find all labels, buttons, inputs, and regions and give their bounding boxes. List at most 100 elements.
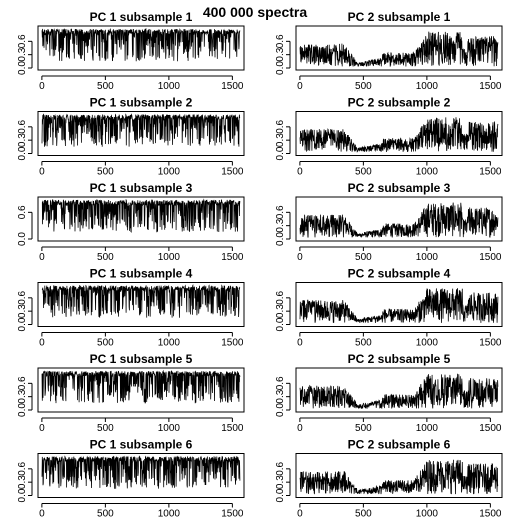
plot-frame: [295, 25, 503, 71]
panel-title: PC 2 subsample 1: [348, 10, 451, 24]
x-tick-label: 500: [355, 423, 372, 434]
y-tick-label: 0.3: [275, 218, 286, 232]
panel-title: PC 2 subsample 6: [348, 438, 451, 452]
y-tick-label: 0.6: [275, 461, 286, 475]
y-tick-label: 0.0: [17, 403, 28, 417]
panel-title: PC 1 subsample 4: [90, 267, 193, 281]
panel-title: PC 2 subsample 2: [348, 96, 451, 110]
x-tick-label: 1000: [158, 423, 181, 434]
y-tick-label: 0.6: [17, 205, 28, 219]
plot-frame: [37, 25, 245, 71]
x-tick-label: 1500: [479, 81, 502, 92]
y-tick-label: 0.3: [17, 475, 28, 489]
x-tick-label: 500: [355, 509, 372, 520]
y-tick-label: 0.3: [275, 304, 286, 318]
y-tick-label: 0.0: [275, 488, 286, 502]
y-tick-label: 0.3: [17, 389, 28, 403]
x-tick-label: 1000: [158, 338, 181, 349]
panel-1: PC 1 subsample 1 0 500 1000 1500 0.00.30.6: [17, 10, 245, 92]
y-tick-label: 0.6: [17, 461, 28, 475]
y-tick-label: 0.3: [275, 133, 286, 147]
series-line: [299, 373, 499, 410]
panel-10: PC 2 subsample 5 0 500 1000 1500 0.00.30.6: [275, 352, 503, 434]
x-tick-label: 1500: [479, 252, 502, 263]
plot-frame: [37, 196, 245, 242]
series-line: [41, 369, 241, 404]
x-tick-label: 0: [39, 423, 45, 434]
x-tick-label: 1500: [221, 81, 244, 92]
y-tick-label: 0.3: [275, 389, 286, 403]
x-tick-label: 0: [39, 167, 45, 178]
y-tick-label: 0.6: [17, 119, 28, 133]
x-tick-label: 1500: [221, 423, 244, 434]
x-tick-label: 500: [355, 167, 372, 178]
x-tick-label: 500: [97, 167, 114, 178]
x-tick-label: 500: [97, 423, 114, 434]
panel-7: PC 1 subsample 4 0 500 1000 1500 0.00.30.6: [17, 267, 245, 349]
x-tick-label: 0: [297, 509, 303, 520]
panel-9: PC 1 subsample 5 0 500 1000 1500 0.00.30.6: [17, 352, 245, 434]
y-tick-label: 0.0: [275, 61, 286, 75]
x-tick-label: 500: [355, 252, 372, 263]
panel-title: PC 1 subsample 6: [90, 438, 193, 452]
y-tick-label: 0.6: [275, 205, 286, 219]
y-tick-label: 0.3: [275, 47, 286, 61]
y-tick-label: 0.6: [275, 290, 286, 304]
series-line: [41, 113, 241, 147]
panel-11: PC 1 subsample 6 0 500 1000 1500 0.00.30.6: [17, 438, 245, 520]
x-tick-label: 0: [297, 167, 303, 178]
y-tick-label: 0.0: [275, 232, 286, 246]
x-tick-label: 1500: [221, 338, 244, 349]
x-tick-label: 0: [297, 252, 303, 263]
panel-title: PC 1 subsample 5: [90, 352, 193, 366]
x-tick-label: 1000: [416, 81, 439, 92]
series-line: [41, 283, 241, 318]
plot-frame: [295, 367, 503, 413]
y-tick-label: 0.0: [17, 232, 28, 246]
panel-8: PC 2 subsample 4 0 500 1000 1500 0.00.30.6: [275, 267, 503, 349]
y-tick-label: 0.3: [275, 475, 286, 489]
series-line: [41, 27, 241, 62]
panel-title: PC 2 subsample 4: [348, 267, 451, 281]
y-tick-label: 0.3: [17, 133, 28, 147]
panel-4: PC 2 subsample 2 0 500 1000 1500 0.00.30.6: [275, 96, 503, 178]
series-line: [299, 288, 499, 324]
y-tick-label: 0.0: [275, 317, 286, 331]
plot-frame: [37, 367, 245, 413]
x-tick-label: 500: [97, 338, 114, 349]
x-tick-label: 0: [297, 423, 303, 434]
series-line: [41, 455, 241, 489]
panel-title: PC 2 subsample 3: [348, 181, 451, 195]
x-tick-label: 1500: [479, 338, 502, 349]
x-tick-label: 1000: [158, 509, 181, 520]
panel-3: PC 1 subsample 2 0 500 1000 1500 0.00.30.6: [17, 96, 245, 178]
y-tick-label: 0.3: [17, 47, 28, 61]
x-tick-label: 500: [97, 509, 114, 520]
x-tick-label: 0: [39, 252, 45, 263]
plot-frame: [295, 282, 503, 327]
x-tick-label: 0: [297, 81, 303, 92]
x-tick-label: 1500: [479, 423, 502, 434]
x-tick-label: 1000: [158, 252, 181, 263]
series-line: [299, 31, 499, 67]
series-line: [299, 459, 499, 495]
y-tick-label: 0.6: [17, 34, 28, 48]
panel-2: PC 2 subsample 1 0 500 1000 1500 0.00.30.6: [275, 10, 503, 92]
panel-12: PC 2 subsample 6 0 500 1000 1500 0.00.30.6: [275, 438, 503, 520]
x-tick-label: 1000: [416, 338, 439, 349]
plot-frame: [37, 453, 245, 498]
y-tick-label: 0.0: [275, 146, 286, 160]
panel-title: PC 1 subsample 1: [90, 10, 193, 24]
x-tick-label: 500: [97, 252, 114, 263]
plot-frame: [295, 453, 503, 498]
x-tick-label: 0: [39, 81, 45, 92]
x-tick-label: 500: [355, 81, 372, 92]
y-tick-label: 0.6: [275, 34, 286, 48]
y-tick-label: 0.0: [275, 403, 286, 417]
y-tick-label: 0.6: [17, 290, 28, 304]
x-tick-label: 1000: [158, 167, 181, 178]
x-tick-label: 1500: [221, 509, 244, 520]
figure-title: 400 000 spectra: [202, 4, 308, 20]
x-tick-label: 500: [355, 338, 372, 349]
